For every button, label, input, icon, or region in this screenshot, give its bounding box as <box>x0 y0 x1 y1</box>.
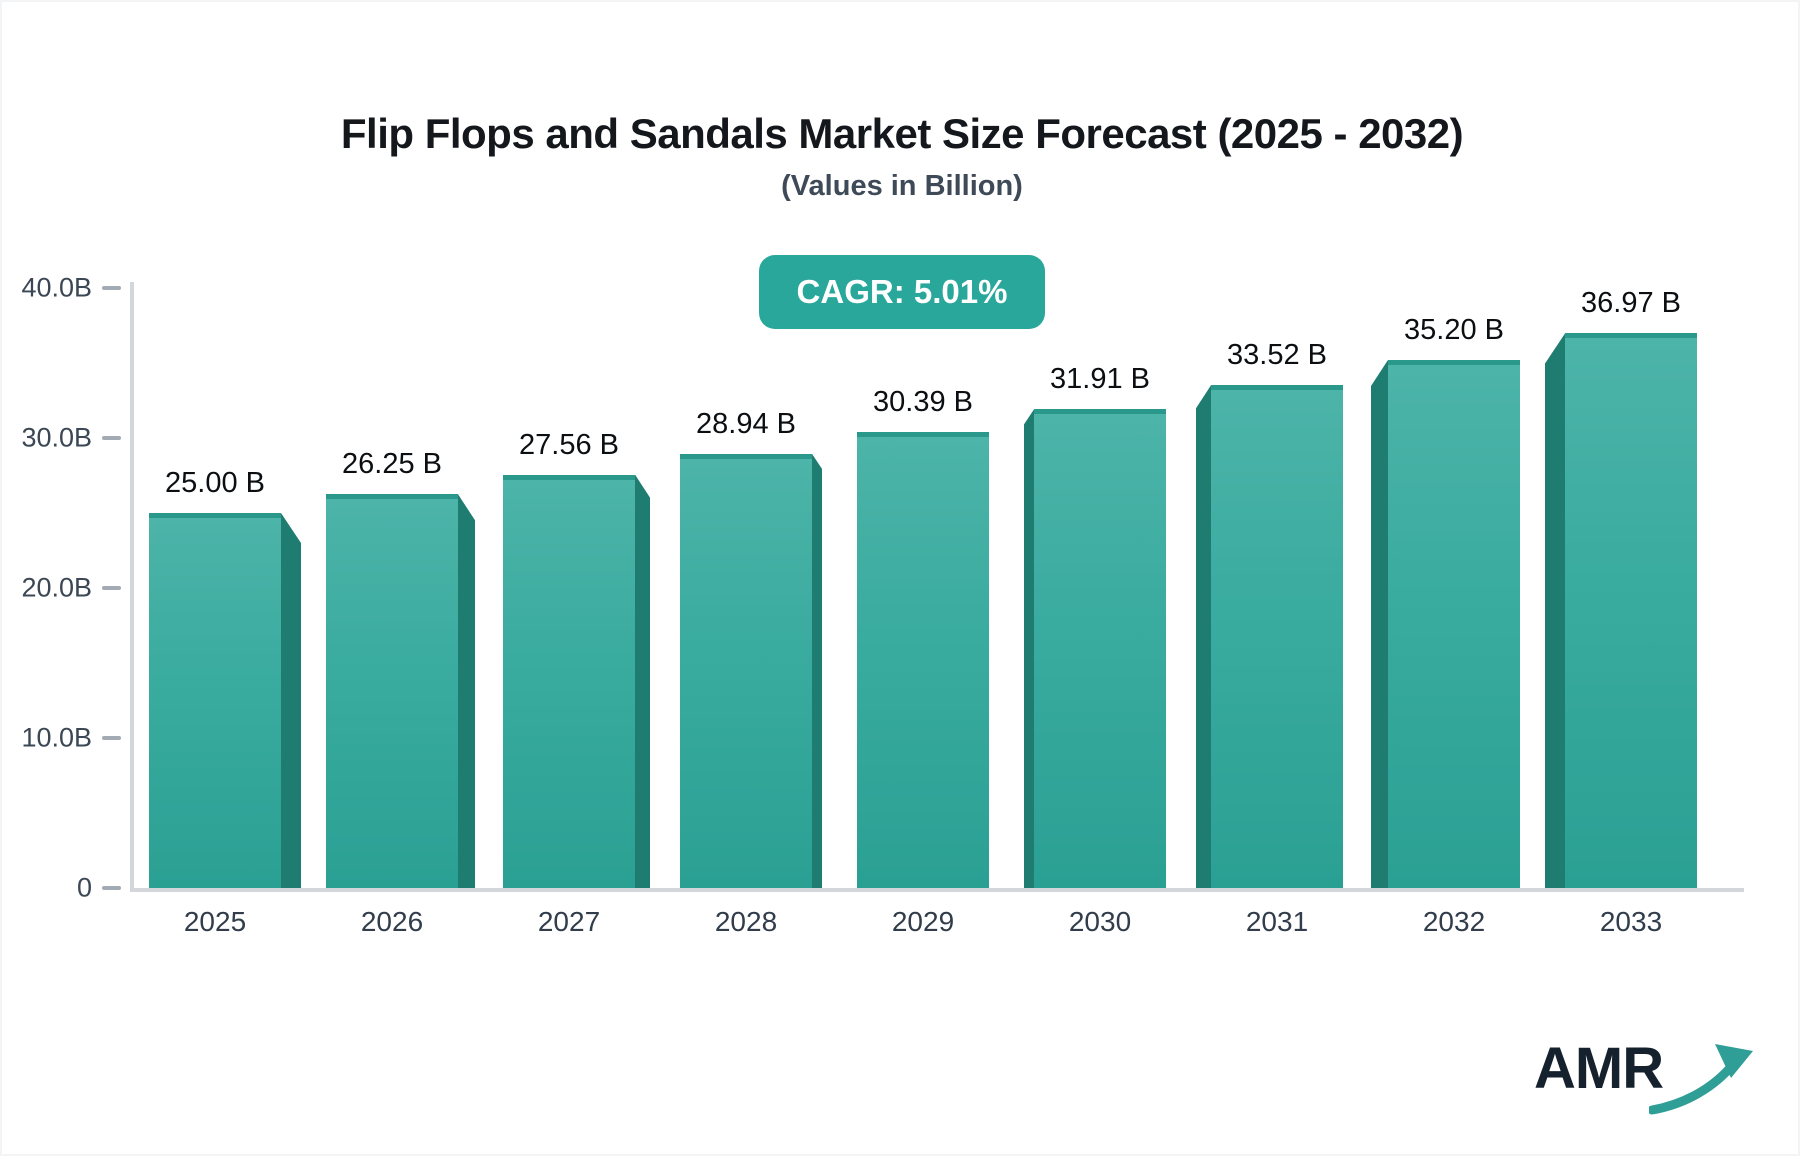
x-tick-label-2027: 2027 <box>537 906 601 937</box>
bar-side-2025 <box>281 513 301 888</box>
bar-side-2026 <box>458 494 475 888</box>
bar-side-2028 <box>812 453 822 888</box>
bar-2028 <box>680 453 812 888</box>
bar-top-edge-2025 <box>149 513 281 518</box>
y-tick-label-4: 0 <box>76 872 92 903</box>
bar-top-edge-2031 <box>1211 385 1343 391</box>
cagr-badge: CAGR: 5.01% <box>758 255 1046 329</box>
bar-2033 <box>1565 333 1697 888</box>
bar-top-edge-2028 <box>680 453 812 459</box>
cagr-badge-container: CAGR: 5.01% <box>2 255 1798 329</box>
x-tick-label-2031: 2031 <box>1245 906 1309 937</box>
bar-top-edge-2033 <box>1565 333 1697 339</box>
x-tick-label-2026: 2026 <box>360 906 424 937</box>
bar-2029 <box>857 432 989 888</box>
y-tick-label-3: 10.0B <box>21 722 92 753</box>
y-tick-mark-0 <box>102 286 121 290</box>
x-axis-line <box>130 888 1744 892</box>
amr-logo-text: AMR <box>1534 1036 1664 1101</box>
x-tick-label-2030: 2030 <box>1068 906 1132 937</box>
bar-top-edge-2029 <box>857 432 989 438</box>
chart-title: Flip Flops and Sandals Market Size Forec… <box>340 110 1464 157</box>
bar-side-2030 <box>1024 409 1034 888</box>
amr-logo: AMR <box>1534 1040 1761 1116</box>
bar-2026 <box>326 494 458 888</box>
bar-top-edge-2032 <box>1388 360 1520 365</box>
bar-top-edge-2026 <box>326 494 458 500</box>
bar-2025 <box>149 513 281 888</box>
bar-side-2031 <box>1196 385 1211 888</box>
bar-value-label-2027: 27.56 B <box>519 428 619 461</box>
bar-value-label-2026: 26.25 B <box>342 448 442 481</box>
bar-top-edge-2027 <box>503 474 635 480</box>
y-tick-label-1: 30.0B <box>21 422 92 453</box>
bar-value-label-2030: 31.91 B <box>1050 363 1150 396</box>
y-tick-label-0: 40.0B <box>21 272 92 303</box>
bar-2027 <box>503 474 635 888</box>
bar-side-2033 <box>1545 333 1565 888</box>
bar-value-label-2028: 28.94 B <box>696 407 796 440</box>
bar-value-label-2029: 30.39 B <box>873 386 973 419</box>
x-tick-label-2025: 2025 <box>183 906 247 937</box>
bar-value-label-2031: 33.52 B <box>1227 339 1327 372</box>
bar-value-label-2032: 35.20 B <box>1404 314 1504 346</box>
x-tick-label-2028: 2028 <box>714 906 778 937</box>
chart-subtitle: (Values in Billion) <box>781 170 1023 202</box>
bar-2030 <box>1034 409 1166 888</box>
growth-arrow-icon <box>1649 1044 1754 1115</box>
y-tick-mark-4 <box>102 886 121 890</box>
y-tick-mark-2 <box>102 586 121 590</box>
bar-side-2027 <box>635 474 650 888</box>
bar-value-label-2033: 36.97 B <box>1581 287 1681 320</box>
bar-2032 <box>1388 360 1520 888</box>
y-axis-line <box>130 282 134 892</box>
y-tick-label-2: 20.0B <box>21 572 92 603</box>
bar-side-2032 <box>1371 360 1388 888</box>
x-tick-label-2029: 2029 <box>891 906 955 937</box>
bar-2031 <box>1211 385 1343 888</box>
y-tick-mark-1 <box>102 436 121 440</box>
y-tick-mark-3 <box>102 736 121 740</box>
bar-top-edge-2030 <box>1034 409 1166 415</box>
x-tick-label-2033: 2033 <box>1599 906 1663 937</box>
x-tick-label-2032: 2032 <box>1422 906 1486 937</box>
bar-value-label-2025: 25.00 B <box>165 467 265 499</box>
